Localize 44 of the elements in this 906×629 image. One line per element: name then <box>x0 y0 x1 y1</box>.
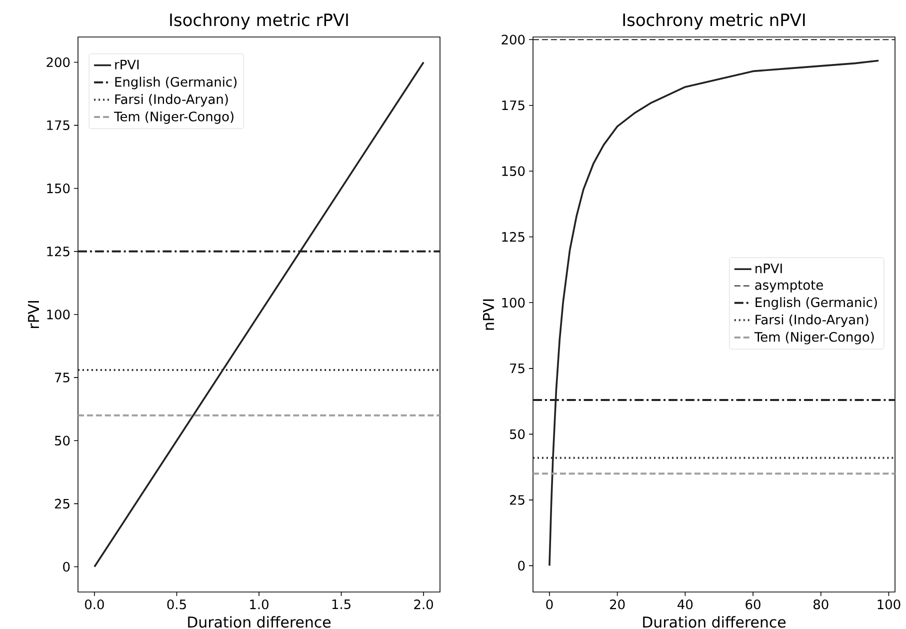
y-tick-label: 150 <box>502 166 525 176</box>
y-tick-label: 75 <box>510 364 524 374</box>
chart-title: Isochrony metric rPVI <box>170 13 348 30</box>
y-tick-label: 125 <box>502 232 524 242</box>
legend-label: Farsi (Indo-Aryan) <box>756 314 868 327</box>
x-tick-label: 40 <box>678 600 693 610</box>
x-tick-label: 0.0 <box>85 600 104 610</box>
x-tick-label: 2.0 <box>414 600 433 610</box>
legend-label: Farsi (Indo-Aryan) <box>115 94 228 107</box>
chart-title: Isochrony metric nPVI <box>623 13 805 30</box>
legend-label: nPVI <box>756 264 782 274</box>
y-tick-label: 0 <box>518 560 525 571</box>
x-tick-label: 20 <box>610 600 625 610</box>
legend-label: asymptote <box>755 280 823 292</box>
y-axis-title: nPVI <box>483 299 494 330</box>
y-tick-label: 150 <box>47 183 70 194</box>
y-tick-label: 175 <box>47 120 70 130</box>
y-tick-label: 75 <box>55 372 70 382</box>
y-tick-label: 175 <box>502 100 524 110</box>
x-tick-label: 0.5 <box>167 600 186 610</box>
y-tick-label: 25 <box>54 498 70 509</box>
y-axis-title: rPVI <box>28 301 39 328</box>
x-tick-label: 0 <box>546 600 553 610</box>
y-tick-label: 100 <box>47 310 70 320</box>
y-tick-label: 50 <box>510 429 525 440</box>
x-axis-title: Duration difference <box>643 616 786 628</box>
y-tick-label: 100 <box>502 298 525 308</box>
legend-label: rPVI <box>115 60 139 70</box>
legend-label: English (Germanic) <box>756 297 877 310</box>
x-axis-title: Duration difference <box>188 616 331 628</box>
legend-label: Tem (Niger-Congo) <box>754 332 874 344</box>
x-tick-label: 60 <box>746 600 760 610</box>
x-tick-label: 1.0 <box>250 600 268 610</box>
x-tick-label: 100 <box>878 600 900 610</box>
y-tick-label: 50 <box>55 436 70 446</box>
y-tick-label: 200 <box>502 34 525 45</box>
y-tick-label: 200 <box>46 57 70 68</box>
y-tick-label: 125 <box>47 246 70 256</box>
legend-label: Tem (Niger-Congo) <box>114 111 234 124</box>
x-tick-label: 80 <box>814 600 828 610</box>
legend-label: English (Germanic) <box>115 76 237 90</box>
x-tick-label: 1.5 <box>332 600 350 610</box>
y-tick-label: 0 <box>63 562 70 572</box>
y-tick-label: 25 <box>510 495 524 505</box>
